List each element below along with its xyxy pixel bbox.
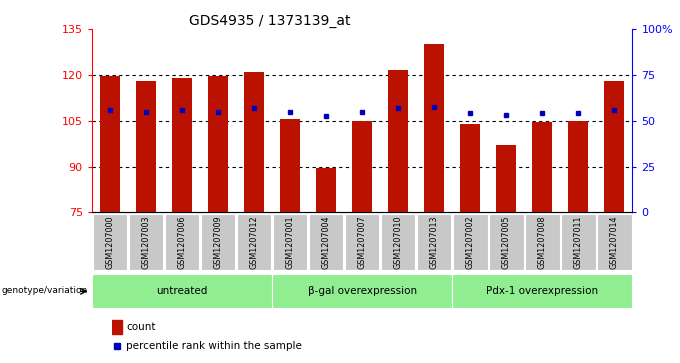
Bar bbox=[489, 214, 524, 270]
Bar bbox=[496, 145, 516, 212]
Bar bbox=[460, 124, 480, 212]
Bar bbox=[165, 214, 199, 270]
Text: GSM1207014: GSM1207014 bbox=[610, 216, 619, 269]
Text: percentile rank within the sample: percentile rank within the sample bbox=[126, 341, 302, 351]
Bar bbox=[345, 214, 379, 270]
Bar bbox=[597, 214, 632, 270]
Text: GSM1207010: GSM1207010 bbox=[394, 216, 403, 269]
Bar bbox=[381, 214, 415, 270]
Bar bbox=[280, 119, 300, 212]
Bar bbox=[424, 44, 444, 212]
Bar bbox=[352, 121, 372, 212]
Bar bbox=[92, 214, 127, 270]
Bar bbox=[201, 214, 235, 270]
Text: Pdx-1 overexpression: Pdx-1 overexpression bbox=[486, 286, 598, 295]
Bar bbox=[316, 168, 336, 212]
Bar bbox=[237, 214, 271, 270]
Bar bbox=[172, 78, 192, 212]
Text: GSM1207007: GSM1207007 bbox=[358, 216, 367, 269]
Text: GSM1207000: GSM1207000 bbox=[105, 216, 114, 269]
Text: genotype/variation: genotype/variation bbox=[1, 286, 88, 295]
Bar bbox=[561, 214, 596, 270]
Text: GSM1207009: GSM1207009 bbox=[214, 216, 222, 269]
Text: GSM1207012: GSM1207012 bbox=[250, 216, 258, 269]
Bar bbox=[208, 76, 228, 212]
Text: GSM1207008: GSM1207008 bbox=[538, 216, 547, 269]
Text: GSM1207004: GSM1207004 bbox=[322, 216, 330, 269]
Text: GSM1207005: GSM1207005 bbox=[502, 216, 511, 269]
Text: β-gal overexpression: β-gal overexpression bbox=[307, 286, 417, 295]
Bar bbox=[453, 214, 488, 270]
Text: GSM1207002: GSM1207002 bbox=[466, 216, 475, 269]
Bar bbox=[388, 70, 408, 212]
Bar bbox=[273, 214, 307, 270]
Text: GDS4935 / 1373139_at: GDS4935 / 1373139_at bbox=[189, 14, 351, 28]
Text: GSM1207003: GSM1207003 bbox=[141, 216, 150, 269]
Bar bbox=[129, 214, 163, 270]
Bar bbox=[309, 214, 343, 270]
Bar bbox=[112, 320, 122, 334]
Bar bbox=[525, 214, 560, 270]
Bar bbox=[272, 274, 452, 309]
Text: GSM1207011: GSM1207011 bbox=[574, 216, 583, 269]
Bar bbox=[452, 274, 632, 309]
Bar bbox=[568, 121, 588, 212]
Bar bbox=[136, 81, 156, 212]
Text: GSM1207006: GSM1207006 bbox=[177, 216, 186, 269]
Text: count: count bbox=[126, 322, 156, 332]
Bar bbox=[417, 214, 452, 270]
Text: GSM1207013: GSM1207013 bbox=[430, 216, 439, 269]
Bar bbox=[605, 81, 624, 212]
Bar bbox=[92, 274, 272, 309]
Text: untreated: untreated bbox=[156, 286, 207, 295]
Bar bbox=[244, 72, 264, 212]
Bar bbox=[532, 122, 552, 212]
Bar bbox=[100, 76, 120, 212]
Text: GSM1207001: GSM1207001 bbox=[286, 216, 294, 269]
